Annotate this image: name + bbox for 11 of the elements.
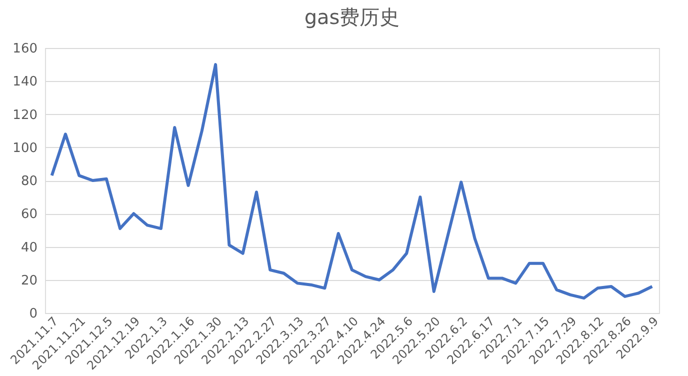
y-tick-label: 80	[20, 174, 38, 189]
y-tick-label: 120	[12, 108, 38, 123]
y-tick-label: 0	[29, 306, 38, 322]
y-tick-label: 20	[20, 273, 38, 288]
chart-title: gas费历史	[304, 5, 400, 29]
y-tick-label: 40	[20, 240, 38, 256]
y-tick-label: 140	[12, 74, 38, 90]
y-tick-label: 100	[12, 140, 38, 156]
y-tick-label: 160	[12, 42, 38, 56]
y-tick-label: 60	[20, 207, 38, 222]
line-series	[50, 63, 654, 300]
